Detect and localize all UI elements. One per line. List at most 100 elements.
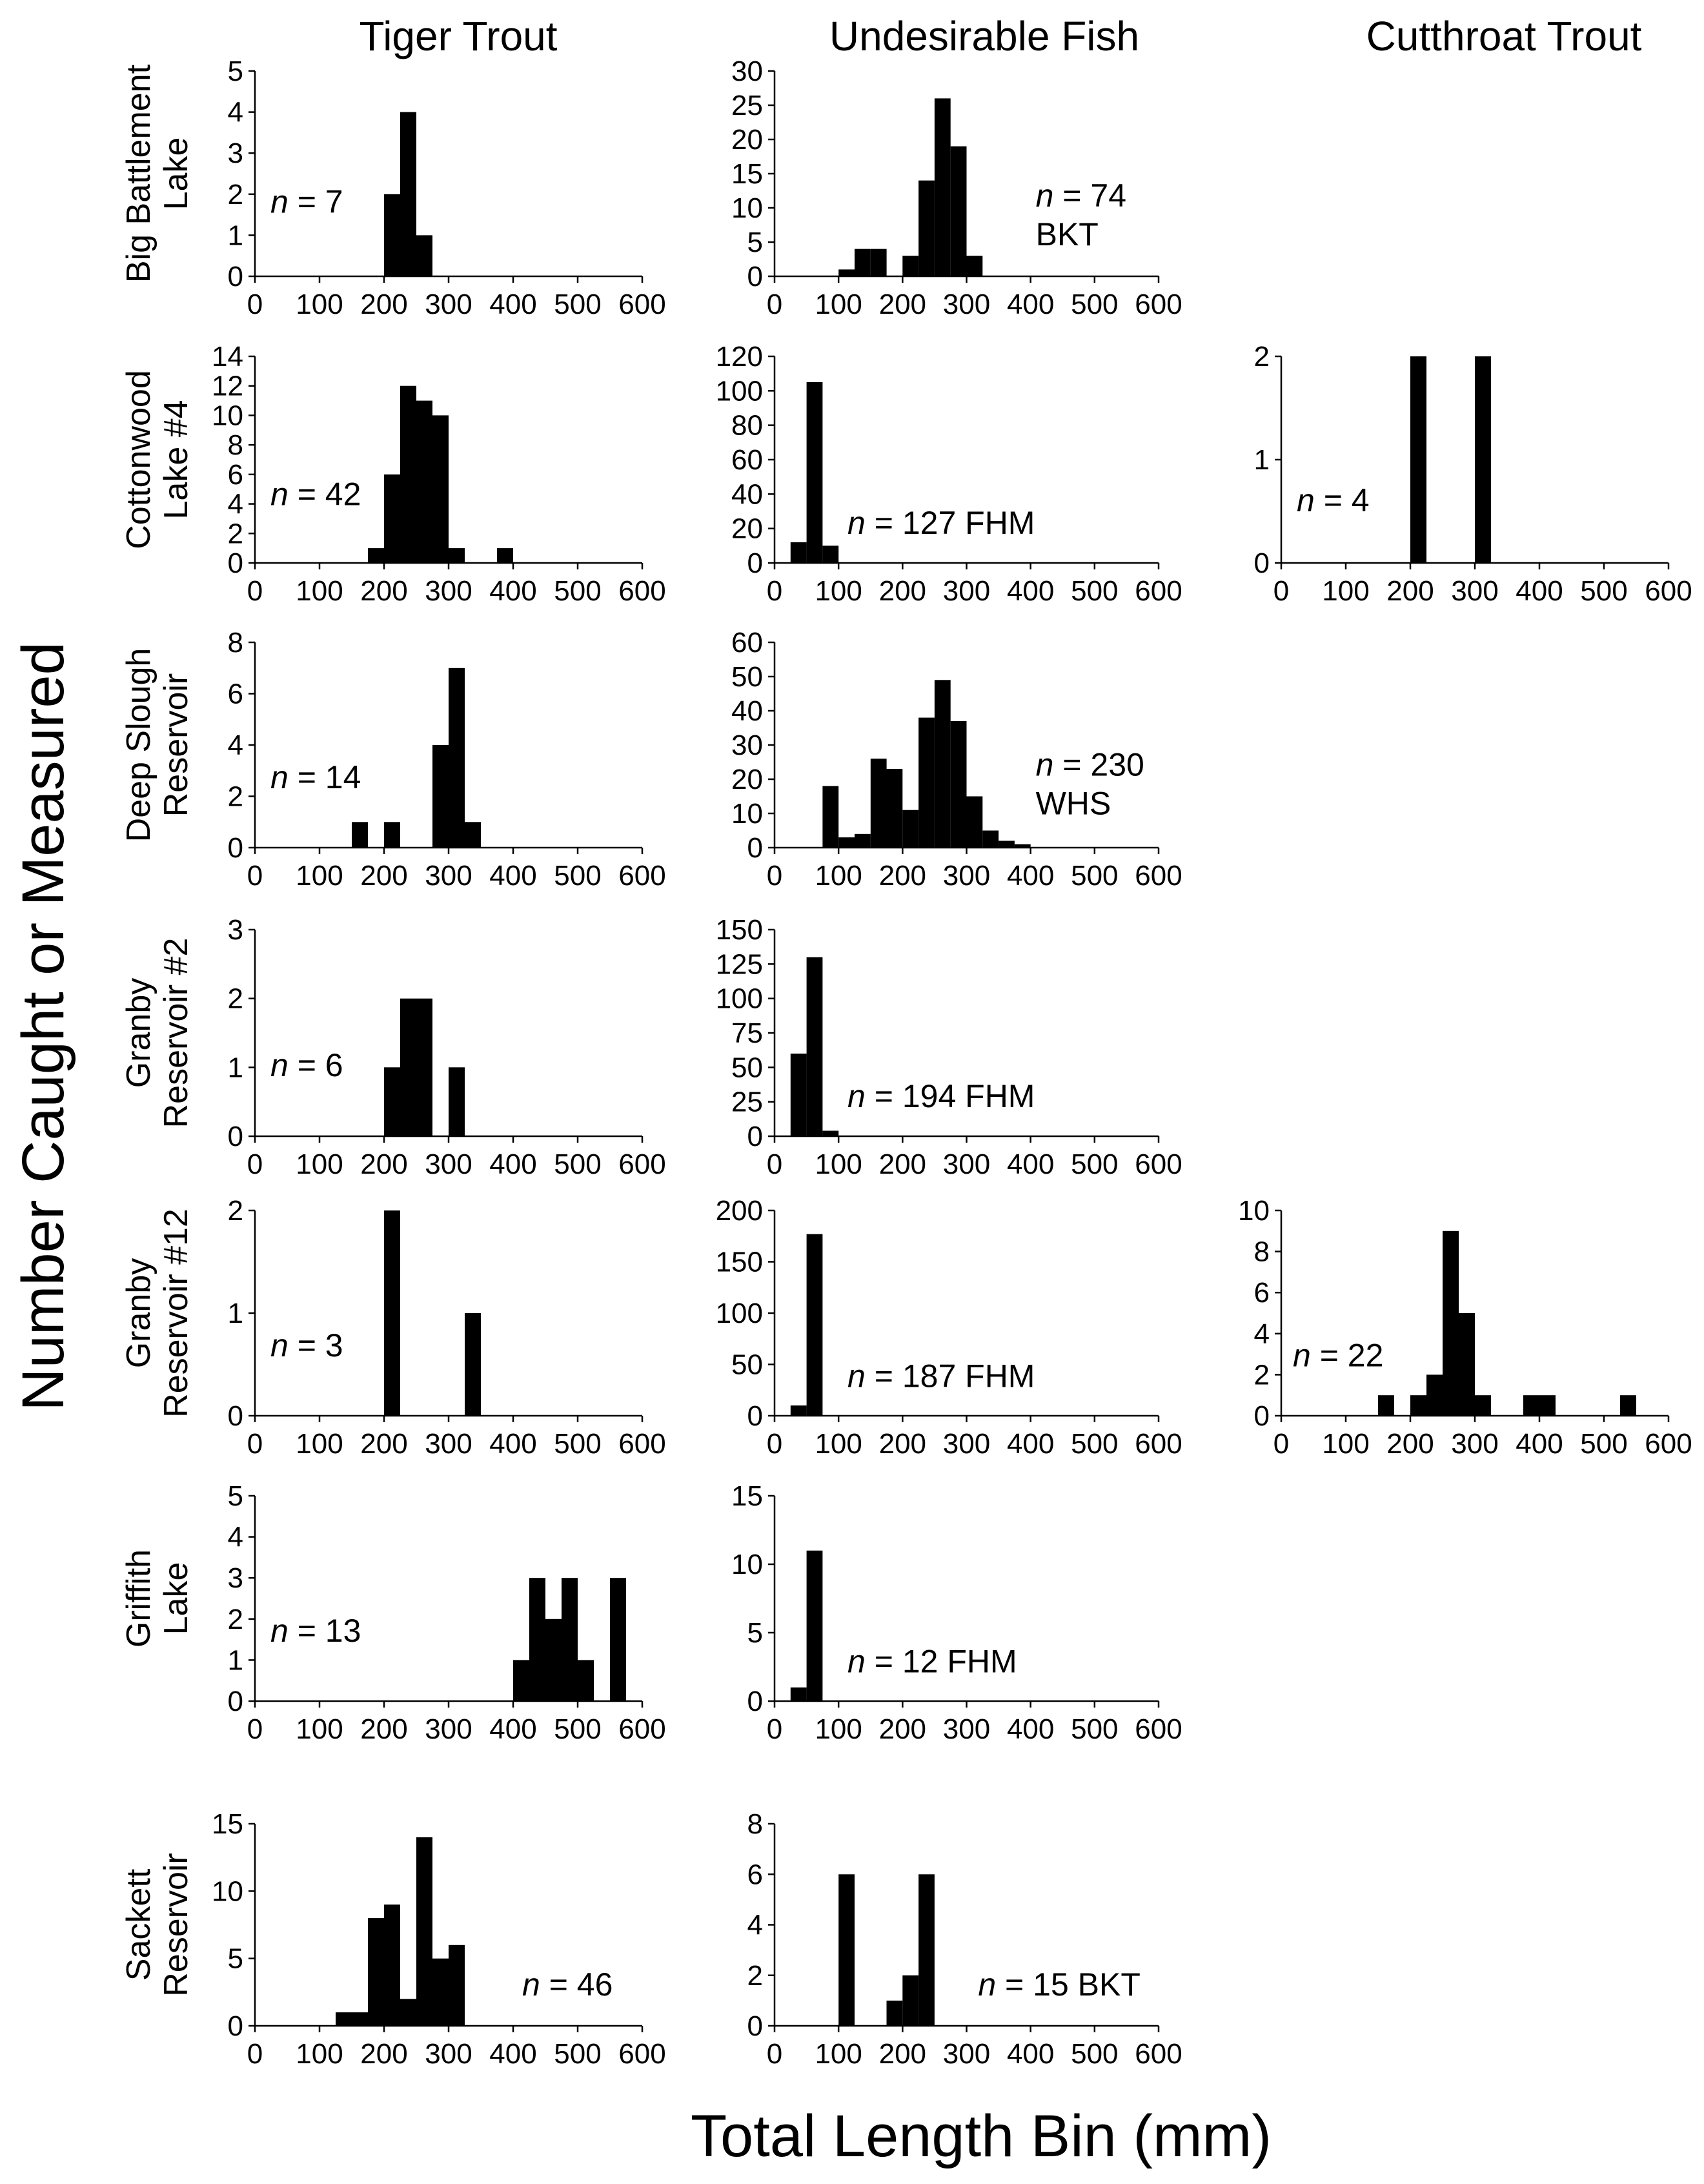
bar-2-1-125: [855, 833, 871, 848]
n-italic-1-1: n: [847, 505, 866, 541]
n-value-2-1: = 230: [1053, 747, 1144, 783]
bar-1-1-75: [822, 546, 839, 563]
y-tick-label-5-1-15: 15: [731, 1480, 763, 1512]
y-tick-label-5-0-2: 2: [228, 1604, 243, 1635]
bar-0-1-300: [966, 256, 983, 276]
y-tick-label-3-1-150: 150: [716, 914, 763, 946]
x-tick-label-1-2-100: 100: [1322, 575, 1369, 607]
x-tick-label-1-1-500: 500: [1071, 575, 1118, 607]
x-tick-label-0-1-200: 200: [879, 289, 926, 320]
row-label-6-line-1: Griffith: [120, 1549, 157, 1648]
y-tick-label-2-1-50: 50: [731, 661, 763, 693]
row-label-1-line-1: Big Battlement: [120, 64, 157, 283]
n-label-3-1: n = 194 FHM: [847, 1078, 1035, 1114]
y-tick-label-4-1-100: 100: [716, 1298, 763, 1329]
n-italic-3-0: n: [270, 1047, 289, 1083]
y-tick-label-4-2-4: 4: [1254, 1318, 1270, 1350]
x-tick-label-3-1-500: 500: [1071, 1148, 1118, 1180]
y-tick-label-2-0-8: 8: [228, 627, 243, 658]
n-value-5-1: = 12 FHM: [866, 1643, 1017, 1679]
row-label-3-line-1: Deep Slough: [120, 648, 157, 842]
bar-2-1-375: [1014, 844, 1031, 848]
y-tick-label-6-0-0: 0: [228, 2010, 243, 2042]
bar-6-1-100: [838, 1874, 855, 2026]
x-tick-label-5-1-500: 500: [1071, 1713, 1118, 1745]
bar-5-0-500: [578, 1660, 594, 1701]
bar-2-1-200: [902, 810, 919, 848]
x-tick-label-4-1-200: 200: [879, 1428, 926, 1460]
bar-3-0-225: [400, 998, 416, 1136]
row-label-5-line-2: Reservoir #12: [157, 1209, 195, 1418]
n-italic-6-1: n: [978, 1966, 996, 2003]
bar-4-2-200: [1410, 1395, 1426, 1416]
x-tick-label-3-0-500: 500: [554, 1148, 601, 1180]
y-tick-label-1-1-60: 60: [731, 444, 763, 476]
x-tick-label-3-1-300: 300: [943, 1148, 990, 1180]
bar-3-0-200: [384, 1067, 400, 1136]
y-tick-label-0-1-10: 10: [731, 192, 763, 224]
row-label-7-line-1: Sackett: [120, 1868, 157, 1981]
y-tick-label-4-2-8: 8: [1254, 1236, 1270, 1268]
y-tick-label-1-0-10: 10: [212, 400, 243, 431]
n-value-4-0: = 3: [289, 1327, 343, 1363]
x-tick-label-5-0-500: 500: [554, 1713, 601, 1745]
x-tick-label-3-0-400: 400: [489, 1148, 536, 1180]
bar-6-1-225: [918, 1874, 935, 2026]
bar-0-1-200: [902, 256, 919, 276]
y-tick-label-0-0-4: 4: [228, 97, 243, 128]
y-tick-label-0-1-15: 15: [731, 158, 763, 190]
x-tick-label-0-1-600: 600: [1135, 289, 1182, 320]
x-tick-label-4-1-300: 300: [943, 1428, 990, 1460]
y-tick-label-2-0-4: 4: [228, 730, 243, 761]
bar-4-2-400: [1539, 1395, 1556, 1416]
y-tick-label-0-1-20: 20: [731, 124, 763, 156]
bar-6-0-125: [336, 2012, 352, 2026]
bar-4-2-250: [1443, 1230, 1459, 1416]
y-tick-label-3-0-3: 3: [228, 914, 243, 946]
x-tick-label-6-0-500: 500: [554, 2038, 601, 2070]
x-tick-label-3-1-600: 600: [1135, 1148, 1182, 1180]
y-tick-label-1-1-80: 80: [731, 410, 763, 442]
n-label-2-0: n = 14: [270, 759, 361, 795]
panel-4-1: 0 50 100 150 200 0 100 200 300 400 500 600 n = 187 F…: [716, 1195, 1182, 1460]
x-tick-label-2-0-0: 0: [247, 860, 263, 892]
y-tick-label-6-0-5: 5: [228, 1943, 243, 1975]
x-tick-label-5-0-200: 200: [360, 1713, 407, 1745]
bar-6-0-275: [432, 1958, 449, 2026]
x-tick-label-4-2-400: 400: [1516, 1428, 1563, 1460]
row-label-5-line-1: Granby: [120, 1258, 157, 1369]
x-tick-label-6-0-0: 0: [247, 2038, 263, 2070]
x-tick-label-3-1-100: 100: [815, 1148, 862, 1180]
x-tick-label-3-0-0: 0: [247, 1148, 263, 1180]
row-label-7-line-2: Reservoir: [157, 1853, 195, 1997]
bar-3-0-250: [416, 998, 432, 1136]
y-tick-label-1-2-1: 1: [1254, 444, 1270, 476]
x-tick-label-1-2-600: 600: [1645, 575, 1692, 607]
n-label-1-2: n = 4: [1297, 482, 1370, 518]
n-label-0-1: n = 74: [1036, 178, 1126, 214]
x-tick-label-4-0-200: 200: [360, 1428, 407, 1460]
y-tick-label-0-0-0: 0: [228, 261, 243, 292]
y-tick-label-3-0-0: 0: [228, 1121, 243, 1152]
bar-4-2-525: [1620, 1395, 1636, 1416]
x-tick-label-1-1-600: 600: [1135, 575, 1182, 607]
x-tick-label-6-1-300: 300: [943, 2038, 990, 2070]
y-tick-label-1-1-0: 0: [747, 547, 763, 579]
y-tick-label-4-1-0: 0: [747, 1400, 763, 1432]
x-tick-label-4-2-600: 600: [1645, 1428, 1692, 1460]
n-value-5-0: = 13: [289, 1613, 361, 1649]
y-tick-label-3-1-125: 125: [716, 948, 763, 980]
bar-4-2-375: [1523, 1395, 1539, 1416]
bar-5-0-475: [562, 1578, 578, 1701]
x-tick-label-4-0-400: 400: [489, 1428, 536, 1460]
row-label-3-line-2: Reservoir: [157, 673, 195, 817]
y-tick-label-1-0-0: 0: [228, 547, 243, 579]
y-tick-label-4-1-50: 50: [731, 1349, 763, 1381]
panel-2-0: 0 2 4 6 8 0 100 200 300 400 500 600 n = 14: [228, 627, 666, 892]
row-label-2-line-2: Lake #4: [157, 400, 195, 519]
n-italic-0-0: n: [270, 183, 289, 219]
y-tick-label-1-0-8: 8: [228, 429, 243, 461]
